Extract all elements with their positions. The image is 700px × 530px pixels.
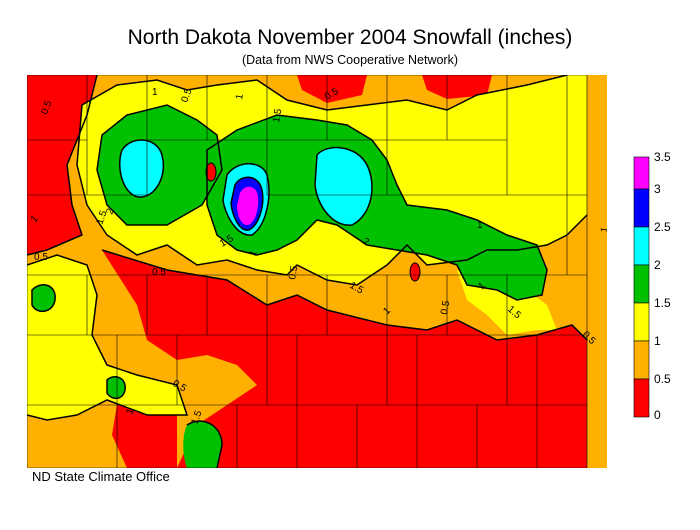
legend-swatch-2-2.5 bbox=[633, 226, 650, 266]
contour-label: 0.5 bbox=[34, 252, 48, 263]
legend-label: 1.5 bbox=[654, 296, 671, 310]
credit-text: ND State Climate Office bbox=[32, 469, 170, 484]
region-cyan-northwest bbox=[119, 139, 164, 198]
contour-label: 1 bbox=[477, 220, 483, 231]
contour-label: 1 bbox=[124, 407, 136, 416]
spot-red-2 bbox=[409, 262, 421, 282]
contour-label: 0.5 bbox=[152, 267, 166, 278]
legend-swatch-1.5-2 bbox=[633, 264, 650, 304]
region-green-west-spot bbox=[32, 284, 56, 312]
legend-swatch-0.5-1 bbox=[633, 340, 650, 380]
contour-label: 1.5 bbox=[189, 409, 204, 426]
region-green-southwest-spot bbox=[107, 376, 126, 399]
contour-label: 1 bbox=[152, 87, 158, 98]
legend-label: 0.5 bbox=[654, 372, 671, 386]
legend-swatch-2.5-3 bbox=[633, 188, 650, 228]
legend-label: 1 bbox=[654, 334, 661, 348]
contour-label: 2 bbox=[361, 236, 372, 249]
legend-swatch-1-1.5 bbox=[633, 302, 650, 342]
map-subtitle: (Data from NWS Cooperative Network) bbox=[241, 53, 459, 67]
contour-label: 1 bbox=[599, 226, 607, 234]
contour-label: 0.5 bbox=[287, 264, 300, 280]
snowfall-legend: 3.5 3 2.5 2 1.5 1 0.5 0 bbox=[633, 150, 671, 422]
region-red-top-right bbox=[422, 75, 492, 99]
contour-label: 1.5 bbox=[271, 107, 284, 123]
region-red-southwest bbox=[112, 405, 177, 468]
region-green-center bbox=[207, 115, 547, 300]
region-yellow-west bbox=[27, 255, 187, 420]
contour-label: 2 bbox=[104, 207, 116, 216]
map-title: North Dakota November 2004 Snowfall (inc… bbox=[127, 26, 573, 49]
contour-label: 0.5 bbox=[439, 299, 452, 315]
region-magenta-center bbox=[237, 186, 259, 226]
region-red-top-center bbox=[297, 75, 367, 103]
region-red-west bbox=[27, 75, 97, 255]
legend-label: 0 bbox=[654, 408, 661, 422]
contour-label: 0.5 bbox=[39, 99, 54, 116]
region-green-south-spot bbox=[183, 421, 222, 468]
snowfall-contour-map: 0.5 0.5 1 1 1.5 1.5 2 0.5 1 0.5 1.5 2 1 … bbox=[27, 75, 607, 468]
county-boundaries bbox=[27, 75, 588, 468]
region-red-south bbox=[102, 250, 587, 468]
legend-swatch-0-0.5 bbox=[633, 378, 650, 418]
legend-label: 3 bbox=[654, 182, 661, 196]
legend-swatch-3-3.5 bbox=[633, 156, 650, 190]
legend-label: 2.5 bbox=[654, 220, 671, 234]
contour-label: 1.5 bbox=[94, 209, 109, 226]
contour-label: 1 bbox=[29, 213, 41, 225]
legend-label: 2 bbox=[654, 258, 661, 272]
contour-label: 1 bbox=[247, 249, 259, 258]
contour-label: 0.5 bbox=[179, 87, 194, 104]
legend-label: 3.5 bbox=[654, 150, 671, 164]
spot-red-1 bbox=[205, 162, 217, 182]
region-cyan-northcenter bbox=[315, 147, 372, 226]
contour-label: 1 bbox=[234, 93, 246, 101]
